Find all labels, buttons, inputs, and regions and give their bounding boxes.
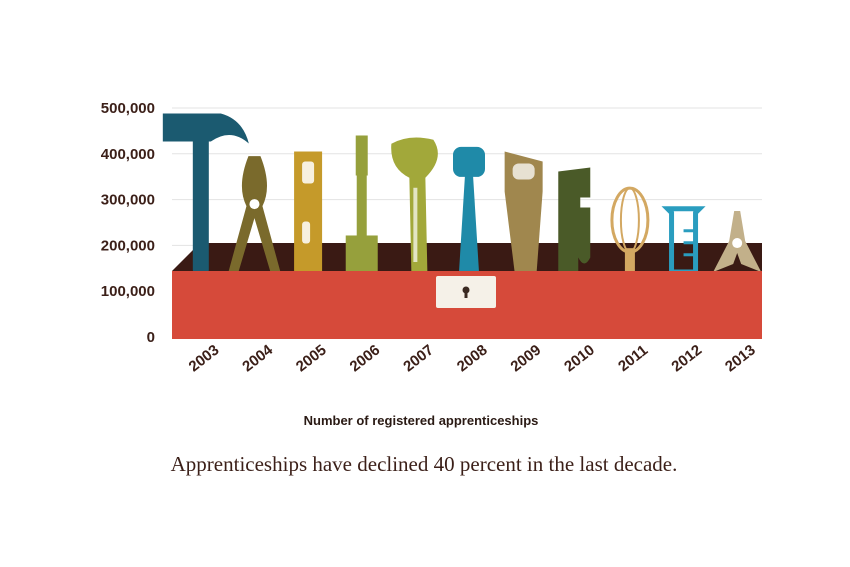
bar-2008-mallet (453, 146, 485, 272)
bar-2013-clamp (713, 211, 762, 272)
y-tick-label: 200,000 (101, 237, 155, 254)
x-tick-label: 2013 (722, 341, 759, 375)
toolbox (172, 271, 762, 339)
x-axis-label: Number of registered apprenticeships (304, 413, 539, 428)
x-tick-label: 2007 (400, 341, 437, 375)
y-tick-label: 300,000 (101, 192, 155, 209)
bar-2004-pliers (228, 156, 281, 272)
bar-2009-saw (504, 151, 543, 272)
bar-2005-level (294, 151, 323, 274)
x-tick-label: 2011 (615, 342, 651, 375)
bar-2007-wrench (391, 137, 438, 272)
x-tick-label: 2008 (454, 341, 491, 375)
bar-2003-hammer (162, 113, 249, 274)
bar-2010-pipe-wrench (558, 167, 591, 272)
bar-2011-whisk (610, 186, 650, 274)
chart-caption: Apprenticeships have declined 40 percent… (171, 452, 678, 476)
y-tick-label: 100,000 (101, 283, 155, 300)
x-tick-label: 2006 (347, 341, 384, 375)
y-tick-label: 0 (147, 329, 155, 346)
x-axis: 2003 2004 2005 2006 2007 2008 2009 2010 2011 2012… (186, 341, 759, 375)
x-tick-label: 2005 (293, 341, 330, 375)
y-tick-label: 500,000 (101, 100, 155, 117)
x-tick-label: 2009 (507, 341, 544, 375)
bar-2006-screwdriver (345, 135, 378, 274)
y-axis: 0 100,000 200,000 300,000 400,000 500,000 (101, 100, 155, 346)
x-tick-label: 2004 (239, 341, 276, 375)
tool-bars (162, 113, 762, 275)
keyhole-slot (464, 290, 468, 298)
x-tick-label: 2010 (561, 341, 598, 375)
x-tick-label: 2003 (186, 341, 223, 375)
x-tick-label: 2012 (668, 341, 705, 375)
y-tick-label: 400,000 (101, 146, 155, 163)
